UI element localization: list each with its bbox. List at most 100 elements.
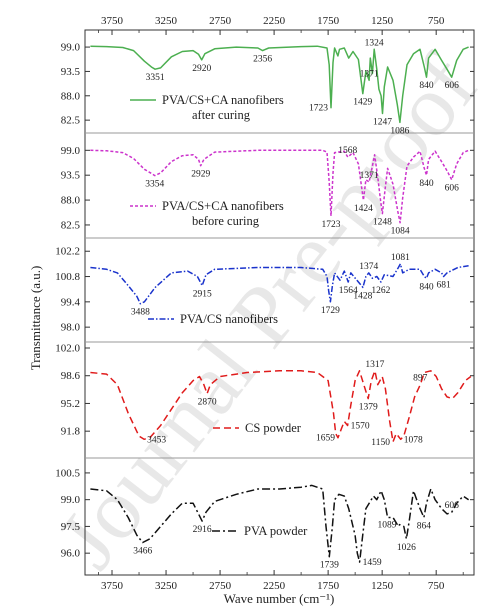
peak-label: 3453 <box>147 435 166 445</box>
y-tick-label: 98.0 <box>61 322 81 334</box>
peak-label: 3351 <box>146 73 165 83</box>
x-tick-label-top: 1250 <box>371 15 394 27</box>
peak-label: 3354 <box>145 180 164 190</box>
series-line <box>90 484 470 563</box>
y-tick-label: 97.5 <box>61 521 81 533</box>
peak-label: 606 <box>445 184 460 194</box>
peak-label: 1150 <box>371 438 390 448</box>
peak-label: 1739 <box>320 561 339 571</box>
y-tick-label: 93.5 <box>61 66 81 78</box>
series-line <box>90 45 469 124</box>
y-tick-label: 91.8 <box>61 426 81 438</box>
x-tick-label-bottom: 2250 <box>263 580 286 592</box>
peak-label: 1729 <box>321 306 340 316</box>
peak-label: 2915 <box>193 290 212 300</box>
peak-label: 840 <box>419 179 434 189</box>
y-tick-label: 102.0 <box>55 343 80 355</box>
legend-label: PVA/CS+CA nanofibers <box>162 199 284 213</box>
peak-label: 1570 <box>351 421 370 431</box>
y-tick-label: 82.5 <box>61 115 81 127</box>
legend-label: PVA powder <box>244 524 308 538</box>
panel-5: 100.5 99.0 97.5 96.0 3466 2916 1739 1459 1089 102… <box>55 467 474 571</box>
y-tick-label: 99.0 <box>61 494 81 506</box>
y-axis-title: Transmittance (a.u.) <box>28 266 43 371</box>
series-line <box>90 263 469 305</box>
y-tick-label: 100.5 <box>55 467 80 479</box>
y-tick-label: 93.5 <box>61 170 81 182</box>
y-tick-label: 100.8 <box>55 271 80 283</box>
x-tick-label-bottom: 1750 <box>317 580 340 592</box>
y-tick-label: 99.0 <box>61 42 81 54</box>
x-tick-label-bottom: 2750 <box>209 580 232 592</box>
peak-label: 897 <box>413 374 428 384</box>
peak-label: 1428 <box>353 291 372 301</box>
peak-label: 1324 <box>365 38 384 48</box>
peak-label: 1568 <box>338 146 357 156</box>
panel-2: 99.0 93.5 88.0 82.5 3354 2929 1568 1723 1424 1371… <box>61 145 474 237</box>
legend-label: after curing <box>192 108 251 122</box>
peak-label: 1371 <box>360 171 379 181</box>
peak-label: 2870 <box>198 398 217 408</box>
peak-label: 2920 <box>192 64 211 74</box>
peak-label: 1247 <box>373 118 392 128</box>
x-tick-label-bottom: 3750 <box>101 580 124 592</box>
legend-label: before curing <box>192 214 260 228</box>
y-tick-label: 99.0 <box>61 145 81 157</box>
panel-1: 99.0 93.5 88.0 82.5 3351 2920 2356 1723 1429 1371… <box>61 38 474 136</box>
x-tick-label-top: 750 <box>428 15 445 27</box>
peak-label: 1429 <box>353 98 372 108</box>
spectra-panels: 99.0 93.5 88.0 82.5 3351 2920 2356 1723 1429 1371… <box>55 38 474 571</box>
peak-label: 1459 <box>363 558 382 568</box>
y-tick-label: 98.6 <box>61 370 81 382</box>
x-tick-label-top: 1750 <box>317 15 340 27</box>
x-tick-label-top: 3250 <box>155 15 178 27</box>
x-tick-label-bottom: 3250 <box>155 580 178 592</box>
series-line <box>90 149 469 224</box>
peak-label: 1723 <box>309 104 328 114</box>
peak-label: 1564 <box>339 286 358 296</box>
peak-label: 1371 <box>360 69 379 79</box>
axes: 3750 3750 3250 3250 2750 2750 2250 2250 1750 1750… <box>98 15 464 592</box>
y-tick-label: 88.0 <box>61 195 81 207</box>
peak-label: 864 <box>417 522 432 532</box>
peak-label: 1026 <box>397 543 416 553</box>
x-tick-label-bottom: 1250 <box>371 580 394 592</box>
peak-label: 1248 <box>373 218 392 228</box>
peak-label: 3488 <box>131 308 150 318</box>
series-line <box>90 370 472 443</box>
plot-border <box>84 29 475 576</box>
peak-label: 840 <box>419 282 434 292</box>
peak-label: 1262 <box>371 286 390 296</box>
peak-label: 1374 <box>359 262 378 272</box>
y-tick-label: 95.2 <box>61 398 80 410</box>
peak-label: 1379 <box>359 403 378 413</box>
y-tick-label: 102.2 <box>55 246 80 258</box>
y-tick-label: 96.0 <box>61 548 81 560</box>
x-axis-title: Wave number (cm⁻¹) <box>224 591 335 606</box>
y-tick-label: 82.5 <box>61 219 81 231</box>
y-tick-label: 88.0 <box>61 90 81 102</box>
x-tick-label-top: 2750 <box>209 15 232 27</box>
legend-label: CS powder <box>245 421 302 435</box>
peak-label: 840 <box>419 81 434 91</box>
peak-label: 1089 <box>378 521 397 531</box>
plot-frame <box>84 29 475 576</box>
y-tick-label: 99.4 <box>61 296 81 308</box>
peak-label: 1084 <box>391 227 410 237</box>
x-tick-label-top: 3750 <box>101 15 124 27</box>
peak-label: 1659 <box>316 434 335 444</box>
peak-label: 2929 <box>191 170 210 180</box>
peak-label: 1723 <box>322 220 341 230</box>
peak-label: 1086 <box>390 126 409 136</box>
peak-label: 2916 <box>193 525 212 535</box>
legend-label: PVA/CS nanofibers <box>180 312 278 326</box>
peak-label: 681 <box>437 281 452 291</box>
legend-label: PVA/CS+CA nanofibers <box>162 93 284 107</box>
peak-label: 1081 <box>391 253 410 263</box>
peak-label: 1317 <box>365 360 384 370</box>
peak-label: 606 <box>445 501 460 511</box>
peak-label: 1424 <box>354 204 373 214</box>
panel-4: 102.0 98.6 95.2 91.8 3453 2870 1659 1570 1379 131… <box>55 343 474 448</box>
